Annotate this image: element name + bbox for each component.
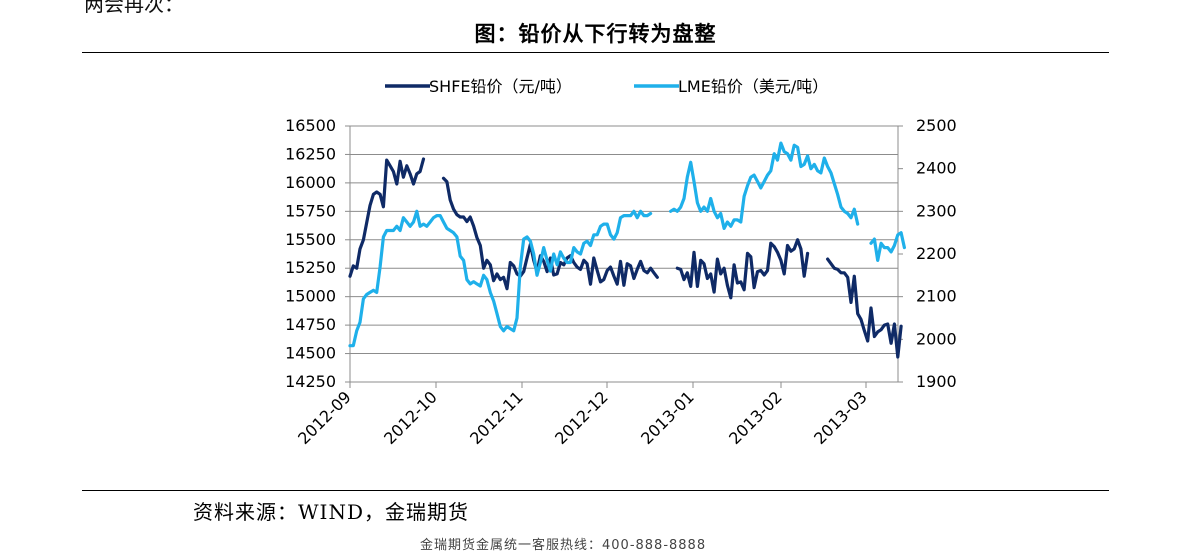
x-tick-label: 2013-02 <box>725 387 786 448</box>
right-tick-label: 2000 <box>916 329 957 348</box>
left-tick-label: 15500 <box>285 230 336 249</box>
lme-series-line <box>668 141 860 230</box>
shfe-series-line <box>441 176 659 291</box>
x-tick-label: 2012-10 <box>380 387 441 448</box>
right-tick-label: 2200 <box>916 244 957 263</box>
figure-title: 图：铅价从下行转为盘整 <box>474 22 717 46</box>
x-tick-label: 2012-09 <box>294 387 355 448</box>
series-layer <box>348 141 907 359</box>
left-tick-label: 15000 <box>285 287 336 306</box>
left-tick-label: 15750 <box>285 201 336 220</box>
left-tick-label: 16250 <box>285 144 336 163</box>
right-tick-label: 2500 <box>916 116 957 135</box>
lme-series-line <box>869 231 907 262</box>
left-tick-label: 16000 <box>285 173 336 192</box>
top-rule <box>82 52 1109 53</box>
x-tick-label: 2013-03 <box>810 387 871 448</box>
top-clipped-text: 两会再次： <box>84 0 184 16</box>
legend-layer: SHFE铅价（元/吨） LME铅价（美元/吨） <box>385 77 828 96</box>
grid-layer <box>350 125 898 355</box>
x-tick-label: 2012-11 <box>466 387 527 448</box>
shfe-series-line <box>348 157 426 278</box>
left-tick-label: 14250 <box>285 372 336 391</box>
right-tick-label: 2300 <box>916 201 957 220</box>
footer-clipped-text: 金瑞期货金属统一客服热线：400-888-8888 <box>420 538 707 553</box>
source-note: 资料来源：WIND，金瑞期货 <box>193 500 469 524</box>
right-tick-label: 2100 <box>916 287 957 306</box>
left-tick-label: 15250 <box>285 258 336 277</box>
shfe-series-line <box>825 257 903 359</box>
x-tick-label: 2012-12 <box>551 387 612 448</box>
shfe-series-line <box>675 238 810 300</box>
right-tick-label: 1900 <box>916 372 957 391</box>
lme-series-line <box>348 209 653 348</box>
left-tick-label: 16500 <box>285 116 336 135</box>
legend-label: SHFE铅价（元/吨） <box>429 77 572 96</box>
left-tick-label: 14750 <box>285 315 336 334</box>
right-tick-label: 2400 <box>916 159 957 178</box>
legend-label: LME铅价（美元/吨） <box>678 77 828 96</box>
bottom-rule <box>82 490 1109 491</box>
x-tick-label: 2013-01 <box>637 387 698 448</box>
left-tick-label: 14500 <box>285 344 336 363</box>
